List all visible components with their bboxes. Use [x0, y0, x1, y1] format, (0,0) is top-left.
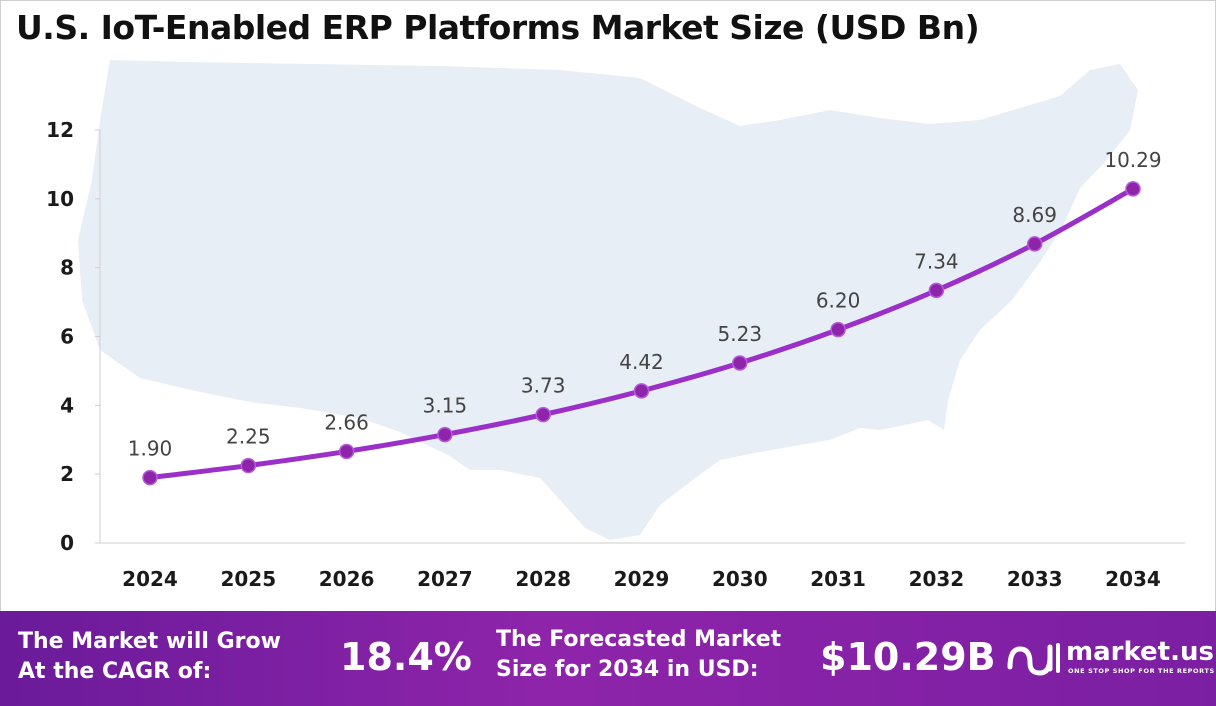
- x-tick-label: 2028: [515, 567, 571, 591]
- x-tick-label: 2031: [810, 567, 866, 591]
- summary-footer: The Market will Grow At the CAGR of: 18.…: [0, 611, 1216, 706]
- y-tick-label: 12: [46, 118, 74, 142]
- data-point: [535, 406, 551, 423]
- forecast-label-line1: The Forecasted Market: [496, 627, 782, 652]
- x-tick-label: 2027: [417, 567, 473, 591]
- x-tick-label: 2029: [614, 567, 670, 591]
- line-chart: 0 2 4 6 8 10 12 2024 2025 2026 2027 2028 2029 2030 203…: [46, 60, 1185, 591]
- x-tick-label: 2033: [1007, 567, 1063, 591]
- data-label: 4.42: [619, 350, 664, 374]
- brand-tagline: ONE STOP SHOP FOR THE REPORTS: [1068, 667, 1215, 675]
- data-label: 7.34: [914, 249, 959, 273]
- cagr-label: The Market will Grow At the CAGR of:: [18, 627, 281, 687]
- data-point: [732, 355, 748, 371]
- y-tick-label: 10: [46, 187, 74, 211]
- cagr-value: 18.4%: [340, 635, 472, 679]
- data-point: [240, 457, 257, 474]
- data-point: [830, 321, 846, 338]
- x-tick-label: 2030: [712, 567, 768, 591]
- x-tick-label: 2032: [909, 567, 965, 591]
- data-label: 1.90: [128, 437, 173, 461]
- data-point: [633, 383, 650, 399]
- forecast-label-line2: Size for 2034 in USD:: [496, 657, 759, 682]
- brand-name: market.us: [1066, 637, 1214, 667]
- y-tick-label: 8: [60, 256, 74, 280]
- y-tick-label: 6: [60, 325, 74, 349]
- x-tick-label: 2034: [1105, 567, 1161, 591]
- chart-title: U.S. IoT-Enabled ERP Platforms Market Si…: [16, 8, 980, 47]
- data-label: 3.73: [521, 374, 566, 398]
- data-point: [142, 469, 158, 486]
- x-tick-label: 2025: [220, 567, 276, 591]
- forecast-label: The Forecasted Market Size for 2034 in U…: [496, 625, 781, 685]
- cagr-label-line1: The Market will Grow: [18, 629, 281, 654]
- data-label: 2.25: [226, 425, 271, 449]
- y-tick-label: 2: [60, 462, 74, 486]
- y-tick-label: 4: [60, 393, 74, 417]
- data-label: 3.15: [423, 394, 468, 418]
- y-tick-label: 0: [60, 531, 74, 555]
- data-label: 5.23: [718, 322, 763, 346]
- data-label: 8.69: [1012, 203, 1057, 227]
- cagr-label-line2: At the CAGR of:: [18, 659, 212, 684]
- data-label: 6.20: [816, 289, 861, 313]
- x-tick-label: 2024: [122, 567, 178, 591]
- data-point: [338, 443, 355, 460]
- data-point: [928, 282, 945, 299]
- data-point: [437, 426, 453, 443]
- data-point: [1125, 181, 1141, 197]
- data-label: 10.29: [1104, 148, 1161, 172]
- data-label: 2.66: [324, 410, 369, 434]
- x-tick-label: 2026: [319, 567, 375, 591]
- data-point: [1026, 236, 1043, 252]
- us-map-background: [78, 60, 1138, 540]
- market-us-logo-icon: [1007, 643, 1060, 676]
- forecast-value: $10.29B: [820, 635, 996, 679]
